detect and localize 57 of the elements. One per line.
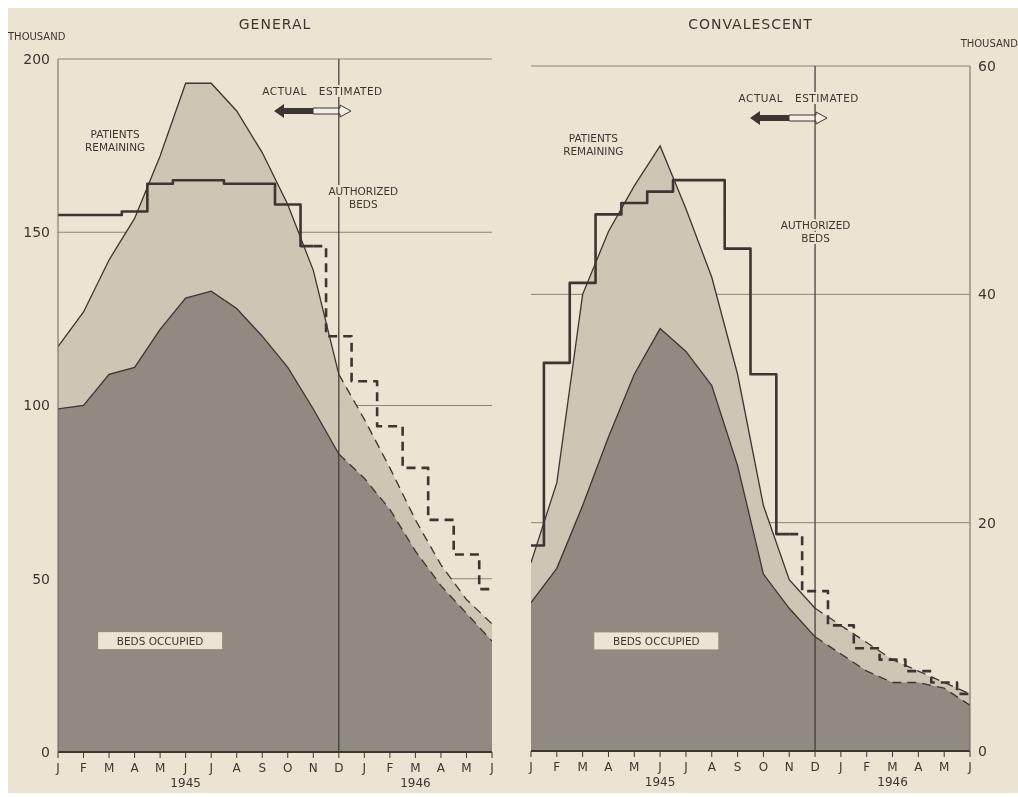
- x-tick-label: F: [553, 760, 561, 774]
- y-tick-label: 100: [23, 397, 50, 414]
- y-tick-label: 0: [41, 743, 50, 760]
- x-tick-label: A: [232, 761, 242, 775]
- series-label: BEDS OCCUPIED: [116, 635, 204, 648]
- y-tick-label: 150: [23, 224, 50, 241]
- x-tick-label: M: [103, 761, 115, 775]
- y2-tick-label: 60: [978, 57, 996, 74]
- x-tick-label: J: [528, 760, 533, 774]
- x-tick-label: J: [967, 760, 972, 774]
- annotation: ACTUAL: [738, 92, 784, 104]
- x-tick-label: D: [810, 760, 820, 774]
- y2-tick-label: 0: [978, 742, 987, 759]
- x-tick-label: J: [361, 761, 367, 775]
- x-tick-label: F: [80, 761, 88, 775]
- y2-tick-label: 40: [978, 286, 996, 303]
- y2-axis-title: THOUSAND: [960, 38, 1018, 49]
- text: PATIENTS REMAINING: [563, 131, 624, 157]
- x-tick-label: J: [838, 760, 843, 774]
- x-tick-label: S: [258, 761, 267, 775]
- series-label: PATIENTS REMAINING: [85, 128, 146, 154]
- x-tick-label: A: [914, 760, 924, 774]
- x-tick-label: J 1945: [170, 761, 201, 790]
- x-tick-label: S: [733, 760, 742, 774]
- x-tick-label: N: [784, 760, 794, 774]
- x-tick-label: D: [334, 761, 344, 775]
- x-tick-label: A: [604, 760, 614, 774]
- y-axis-title: THOUSAND: [8, 31, 66, 42]
- x-tick-label: M: [154, 761, 166, 775]
- chart-title: CONVALESCENT: [687, 16, 814, 32]
- x-tick-label: J: [55, 761, 60, 775]
- x-tick-label: N: [308, 761, 318, 775]
- x-tick-label: M: [629, 760, 640, 774]
- x-tick-label: O: [283, 761, 293, 775]
- x-tick-label: A: [130, 761, 140, 775]
- x-tick-label: J 1945: [644, 760, 676, 789]
- series-label: BEDS OCCUPIED: [612, 635, 700, 648]
- x-tick-label: M: [577, 760, 588, 774]
- x-tick-label: F: [863, 760, 871, 774]
- x-tick-label: J: [683, 760, 688, 774]
- x-tick-label: J: [208, 761, 213, 775]
- x-tick-label: J: [489, 761, 494, 775]
- x-tick-label: O: [758, 760, 769, 774]
- x-tick-label: M 1946: [877, 760, 908, 789]
- x-tick-label: M: [461, 761, 472, 775]
- x-tick-label: A: [436, 761, 446, 775]
- x-tick-label: M: [939, 760, 950, 774]
- annotation: ESTIMATED: [795, 92, 859, 104]
- x-tick-label: M 1946: [400, 761, 431, 790]
- x-tick-label: A: [707, 760, 717, 774]
- annotation: ESTIMATED: [318, 85, 383, 97]
- y2-tick-label: 20: [978, 514, 996, 531]
- x-tick-label: F: [386, 761, 394, 775]
- y-tick-label: 200: [23, 50, 50, 67]
- y-tick-label: 50: [32, 570, 50, 587]
- chart-title: GENERAL: [237, 16, 313, 32]
- annotation: ACTUAL: [262, 85, 307, 97]
